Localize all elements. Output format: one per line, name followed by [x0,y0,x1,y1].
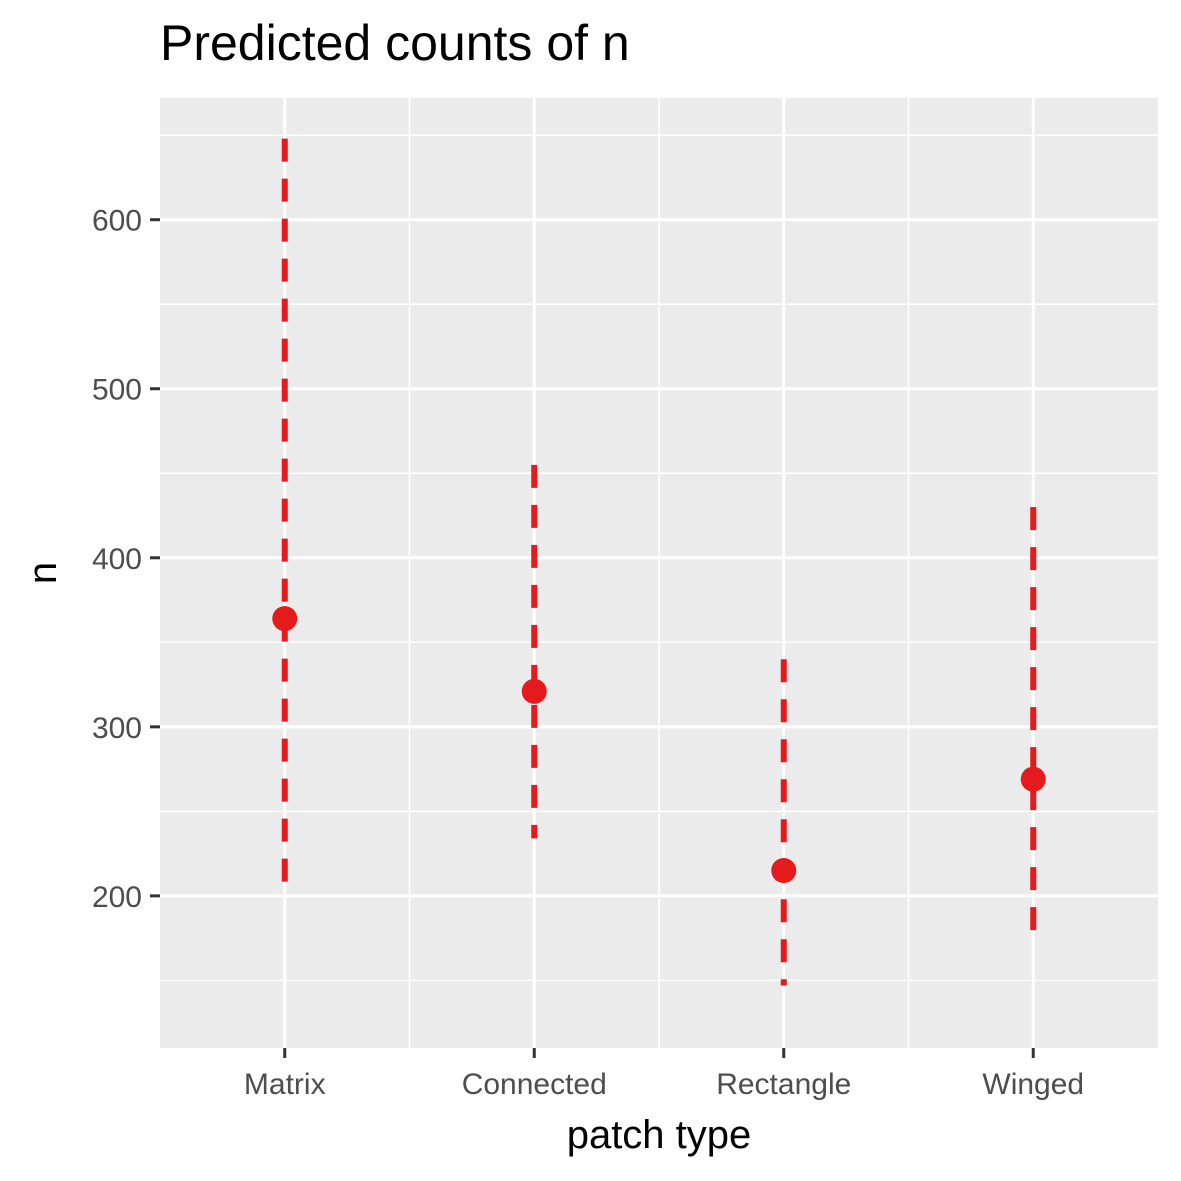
x-axis: Matrix Connected Rectangle Winged [244,1048,1084,1101]
data-point [272,606,298,632]
chart-title: Predicted counts of n [160,15,630,71]
data-point [521,678,547,704]
y-axis-title: n [21,562,65,584]
x-tick-label: Connected [462,1068,607,1101]
x-axis-title: patch type [567,1113,752,1157]
y-tick-label: 300 [92,712,142,745]
minor-gridlines [160,98,1158,1048]
major-gridlines [160,98,1158,1048]
x-tick-label: Matrix [244,1068,326,1101]
x-tick-label: Rectangle [716,1068,851,1101]
data-marks [272,138,1046,986]
data-point [771,858,797,884]
y-tick-label: 600 [92,205,142,238]
y-axis: 200 300 400 500 600 [92,205,160,914]
x-tick-label: Winged [982,1068,1084,1101]
y-tick-label: 200 [92,881,142,914]
y-tick-label: 400 [92,543,142,576]
y-tick-label: 500 [92,374,142,407]
data-point [1020,766,1046,792]
